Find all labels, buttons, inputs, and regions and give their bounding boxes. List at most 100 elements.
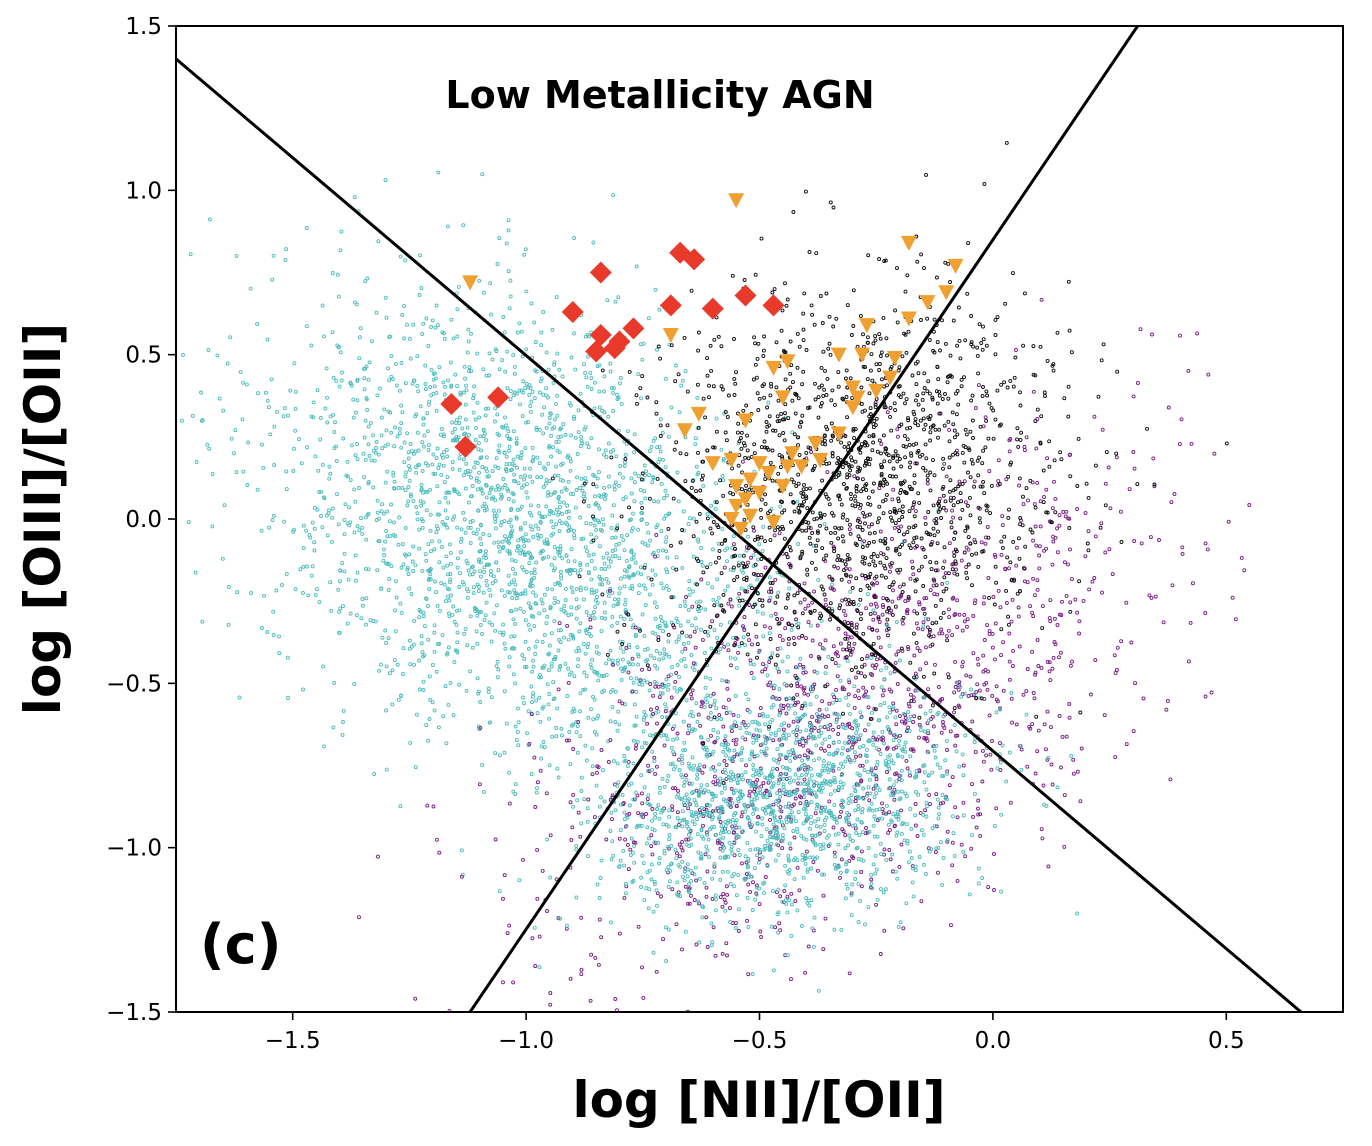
- scatter-point: [522, 252, 527, 257]
- scatter-point: [538, 719, 543, 724]
- scatter-point: [535, 533, 540, 537]
- scatter-point: [475, 527, 480, 532]
- scatter-point: [664, 652, 669, 657]
- scatter-point: [394, 579, 398, 584]
- scatter-point: [355, 398, 360, 403]
- scatter-point: [566, 559, 571, 564]
- scatter-point: [434, 408, 439, 413]
- scatter-point: [342, 532, 347, 537]
- scatter-point: [549, 631, 554, 636]
- scatter-point: [684, 634, 689, 638]
- scatter-point: [432, 630, 437, 635]
- scatter-point: [532, 396, 537, 401]
- scatter-point: [419, 641, 424, 646]
- scatter-point: [551, 525, 556, 530]
- scatter-point: [461, 390, 466, 395]
- scatter-point: [475, 487, 480, 492]
- scatter-point: [601, 555, 606, 560]
- scatter-point: [657, 623, 662, 628]
- scatter-point: [705, 581, 710, 586]
- scatter-point: [675, 620, 680, 624]
- scatter-point: [368, 420, 373, 425]
- scatter-point: [667, 342, 672, 347]
- scatter-point: [286, 413, 290, 418]
- scatter-point: [566, 515, 571, 520]
- scatter-point: [544, 425, 549, 430]
- scatter-point: [610, 549, 615, 553]
- scatter-point: [408, 442, 413, 446]
- scatter-point: [552, 566, 557, 571]
- scatter-point: [469, 331, 473, 336]
- scatter-point: [720, 473, 725, 478]
- scatter-point: [489, 572, 493, 577]
- scatter-point: [547, 445, 552, 450]
- scatter-point: [484, 438, 489, 443]
- scatter-point: [351, 415, 356, 420]
- scatter-point: [586, 504, 591, 508]
- scatter-point: [428, 697, 433, 702]
- scatter-point: [375, 498, 380, 503]
- scatter-point: [519, 592, 523, 597]
- scatter-point: [636, 591, 641, 596]
- scatter-point: [496, 544, 501, 549]
- scatter-point: [304, 324, 309, 329]
- scatter-point: [513, 479, 518, 484]
- scatter-point: [229, 436, 234, 441]
- scatter-point: [241, 380, 246, 385]
- scatter-point: [478, 569, 483, 574]
- scatter-point: [696, 470, 701, 475]
- scatter-point: [654, 681, 659, 686]
- scatter-point: [513, 390, 517, 395]
- scatter-point: [457, 456, 462, 461]
- scatter-point: [410, 381, 415, 386]
- scatter-point: [328, 471, 333, 476]
- scatter-point: [508, 518, 513, 522]
- scatter-point: [411, 642, 416, 647]
- scatter-point: [660, 431, 665, 435]
- scatter-point: [357, 528, 362, 533]
- scatter-point: [384, 708, 389, 713]
- scatter-point: [385, 469, 390, 474]
- scatter-point: [427, 674, 432, 679]
- scatter-point: [621, 475, 625, 480]
- scatter-point: [687, 587, 692, 592]
- scatter-point: [455, 307, 460, 312]
- scatter-point: [497, 549, 502, 554]
- scatter-point: [583, 651, 588, 656]
- scatter-point: [710, 547, 715, 552]
- scatter-point: [507, 444, 512, 449]
- scatter-point: [474, 425, 479, 430]
- scatter-point: [620, 669, 625, 674]
- scatter-point: [494, 664, 499, 669]
- scatter-point: [666, 639, 671, 644]
- scatter-point: [487, 620, 492, 625]
- scatter-point: [655, 445, 660, 450]
- scatter-point: [670, 665, 674, 670]
- scatter-point: [579, 434, 584, 439]
- scatter-point: [405, 503, 410, 508]
- scatter-point: [534, 698, 539, 703]
- scatter-point: [392, 486, 396, 490]
- scatter-point: [620, 657, 625, 662]
- scatter-point: [405, 431, 410, 436]
- scatter-point: [320, 303, 325, 308]
- scatter-point: [677, 410, 682, 415]
- scatter-point: [708, 676, 713, 681]
- scatter-point: [573, 568, 578, 573]
- scatter-point: [489, 569, 493, 574]
- scatter-point: [662, 516, 667, 521]
- scatter-point: [384, 664, 389, 669]
- scatter-point: [399, 565, 404, 570]
- scatter-point: [508, 397, 513, 402]
- scatter-point: [420, 650, 425, 655]
- scatter-point: [538, 520, 543, 525]
- scatter-point: [432, 649, 437, 654]
- scatter-point: [381, 511, 386, 516]
- scatter-point: [552, 619, 557, 624]
- scatter-point: [383, 480, 388, 485]
- scatter-point: [692, 667, 697, 672]
- scatter-point: [542, 405, 546, 410]
- scatter-point: [526, 623, 531, 627]
- scatter-point: [574, 730, 579, 735]
- scatter-point: [557, 529, 562, 533]
